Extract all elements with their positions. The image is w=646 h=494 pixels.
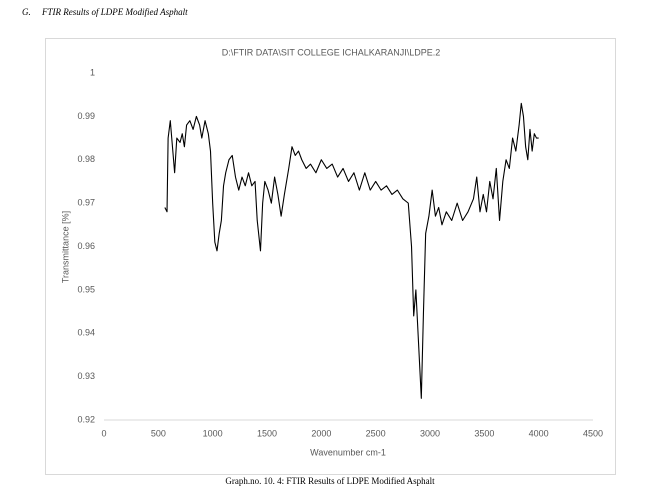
y-tick-label: 0.98: [77, 154, 95, 164]
x-tick-label: 2000: [311, 428, 331, 438]
chart-frame: [45, 38, 616, 475]
x-tick-label: 4000: [529, 428, 549, 438]
y-axis-label: Transmittance [%]: [60, 211, 70, 283]
heading-label: G.: [22, 7, 31, 17]
y-tick-label: 0.92: [77, 414, 95, 424]
x-tick-label: 3000: [420, 428, 440, 438]
x-tick-label: 1500: [257, 428, 277, 438]
series-line: [164, 102, 539, 399]
y-tick-label: 0.94: [77, 328, 95, 338]
y-tick-label: 0.93: [77, 371, 95, 381]
x-tick-label: 0: [101, 428, 106, 438]
chart-title: D:\FTIR DATA\SIT COLLEGE ICHALKARANJI\LD…: [222, 47, 441, 57]
y-tick-label: 0.97: [77, 198, 95, 208]
x-axis-label: Wavenumber cm-1: [310, 447, 386, 457]
x-tick-label: 4500: [583, 428, 603, 438]
x-tick-label: 500: [151, 428, 166, 438]
y-tick-label: 1: [90, 67, 95, 77]
x-tick-label: 2500: [366, 428, 386, 438]
heading-text: FTIR Results of LDPE Modified Asphalt: [41, 7, 188, 17]
y-tick-label: 0.99: [77, 111, 95, 121]
y-tick-label: 0.96: [77, 241, 95, 251]
x-tick-label: 3500: [474, 428, 494, 438]
y-tick-label: 0.95: [77, 284, 95, 294]
x-tick-label: 1000: [203, 428, 223, 438]
caption: Graph.no. 10. 4: FTIR Results of LDPE Mo…: [225, 476, 435, 486]
